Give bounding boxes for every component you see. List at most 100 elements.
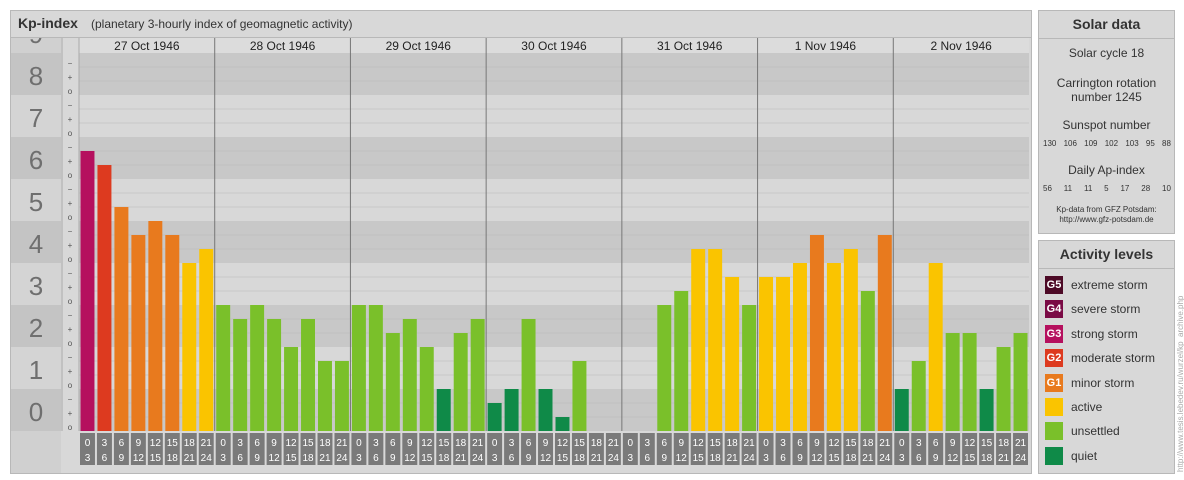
legend-item: G1 minor storm [1045, 373, 1134, 393]
interval-start-label: 12 [421, 438, 433, 449]
kp-bar [826, 263, 841, 431]
kp-bar [725, 276, 740, 431]
interval-box [164, 433, 180, 465]
interval-start-label: 0 [492, 438, 498, 449]
interval-box [249, 433, 265, 465]
interval-end-label: 6 [102, 453, 108, 464]
kp-bar [538, 389, 553, 431]
sublevel-marker: − [68, 143, 73, 152]
solar-data-heading: Solar data [1039, 11, 1174, 39]
kp-bar [911, 360, 926, 431]
interval-box [707, 433, 723, 465]
sublevel-marker: + [68, 115, 73, 124]
interval-box [996, 433, 1012, 465]
legend-item: G4 severe storm [1045, 299, 1140, 319]
sunspot-value: 95 [1145, 139, 1155, 148]
kp-bar-chart: o+−o+−o+−o+−o+−o+−o+−o+−o+−012345678927 … [11, 38, 1029, 473]
sublevel-marker: − [68, 395, 73, 404]
ap-value: 11 [1063, 184, 1073, 193]
sublevel-marker: − [68, 185, 73, 194]
interval-end-label: 3 [356, 453, 362, 464]
legend-label: minor storm [1071, 375, 1135, 390]
interval-box [741, 433, 757, 465]
interval-end-label: 21 [455, 453, 467, 464]
interval-start-label: 6 [119, 438, 125, 449]
interval-box [656, 433, 672, 465]
kp-bar [419, 347, 434, 431]
kp-bar [385, 333, 400, 431]
interval-end-label: 12 [676, 453, 688, 464]
interval-end-label: 3 [85, 453, 91, 464]
sublevel-marker: + [68, 199, 73, 208]
interval-end-label: 12 [269, 453, 281, 464]
interval-box [911, 433, 927, 465]
interval-end-label: 21 [319, 453, 331, 464]
interval-box [690, 433, 706, 465]
interval-end-label: 21 [184, 453, 196, 464]
kp-bar [555, 417, 570, 431]
interval-box [826, 433, 842, 465]
interval-start-label: 9 [814, 438, 820, 449]
interval-end-label: 24 [744, 453, 756, 464]
sublevel-marker: + [68, 241, 73, 250]
day-label: 2 Nov 1946 [930, 39, 992, 53]
sublevel-marker: − [68, 59, 73, 68]
kp-bar [334, 360, 349, 431]
interval-box [860, 433, 876, 465]
ap-value: 11 [1083, 184, 1093, 193]
interval-start-label: 15 [845, 438, 857, 449]
interval-start-label: 3 [102, 438, 108, 449]
sublevel-marker: − [68, 311, 73, 320]
y-tick-label: 4 [29, 229, 43, 259]
interval-start-label: 18 [184, 438, 196, 449]
y-tick-label: 3 [29, 271, 43, 301]
interval-box [809, 433, 825, 465]
interval-end-label: 3 [763, 453, 769, 464]
interval-start-label: 21 [744, 438, 756, 449]
y-band [11, 221, 61, 263]
interval-start-label: 0 [85, 438, 91, 449]
interval-end-label: 3 [220, 453, 226, 464]
data-source-link[interactable]: http://www.gfz-potsdam.de [1059, 215, 1154, 224]
kp-bar [691, 249, 706, 431]
interval-start-label: 21 [608, 438, 620, 449]
interval-box [588, 433, 604, 465]
interval-box [198, 433, 214, 465]
kp-bar [945, 333, 960, 431]
interval-start-label: 0 [899, 438, 905, 449]
interval-box [113, 433, 129, 465]
interval-box [300, 433, 316, 465]
plot-band [79, 179, 1029, 221]
sublevel-marker: o [68, 87, 73, 96]
ap-value: 17 [1120, 184, 1130, 193]
interval-end-label: 15 [828, 453, 840, 464]
kp-bar [572, 360, 587, 431]
kp-bar [80, 150, 95, 431]
legend-swatch: G1 [1045, 373, 1063, 392]
kp-bar [250, 305, 265, 431]
interval-end-label: 9 [933, 453, 939, 464]
sunspot-number-label: Sunspot number [1062, 118, 1151, 132]
day-label: 29 Oct 1946 [386, 39, 452, 53]
kp-bar [487, 402, 502, 431]
interval-start-label: 18 [998, 438, 1010, 449]
interval-end-label: 6 [780, 453, 786, 464]
day-label: 1 Nov 1946 [795, 39, 857, 53]
kp-bar [759, 276, 774, 431]
kp-bar [368, 305, 383, 431]
interval-end-label: 6 [237, 453, 243, 464]
interval-box [877, 433, 893, 465]
legend-swatch: G5 [1045, 276, 1063, 294]
legend-item: G5 extreme storm [1045, 275, 1148, 295]
interval-end-label: 21 [591, 453, 603, 464]
y-tick-label: 5 [29, 187, 43, 217]
kp-bar [674, 291, 689, 431]
interval-start-label: 0 [220, 438, 226, 449]
legend-swatch: G2 [1045, 349, 1063, 368]
kp-bar [860, 291, 875, 431]
sublevel-marker: o [68, 255, 73, 264]
interval-start-label: 18 [862, 438, 874, 449]
interval-end-label: 24 [336, 453, 348, 464]
legend-label: active [1071, 400, 1103, 414]
kp-bar [284, 347, 299, 431]
